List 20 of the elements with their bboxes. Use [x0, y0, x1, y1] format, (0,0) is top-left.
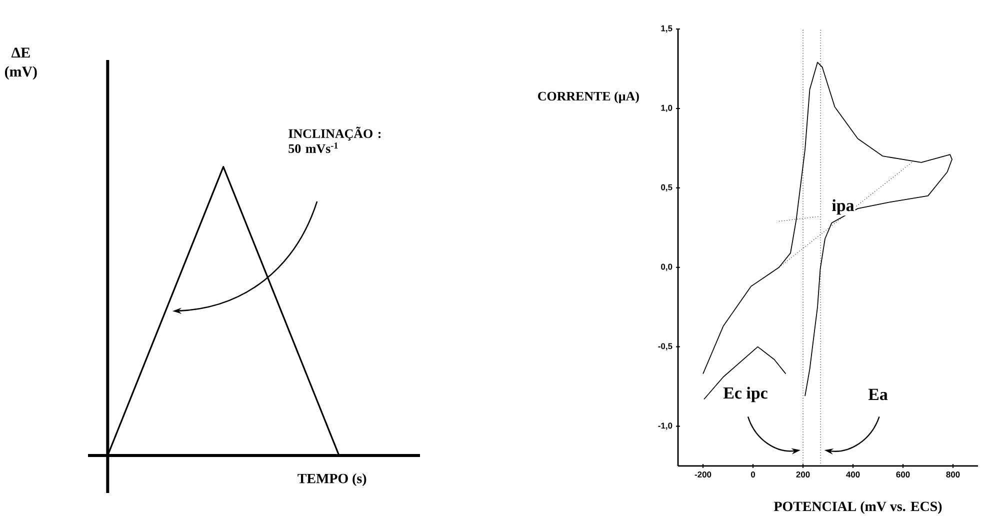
x-tick-label: -200	[694, 472, 712, 478]
text: INCLINAÇÃO : 50 mVs$^{-1}$	[288, 126, 381, 154]
y-tick-label: 1,5	[661, 25, 672, 33]
x-tick-label: 400	[846, 472, 860, 478]
y-tick-label: -0,5	[658, 343, 672, 350]
x-tick-label: 200	[796, 472, 810, 478]
ref-line-label: Ea	[868, 388, 888, 400]
ref-line-label: Ec ipc	[723, 386, 768, 402]
y-axis-title: ΔE (mV)	[4, 48, 37, 80]
annotation: ipa	[832, 199, 854, 215]
y-tick-label: -1,0	[658, 422, 672, 430]
x-axis-title: TEMPO (s)	[298, 473, 366, 486]
x-axis-title: POTENCIAL (mV vs. ECS)	[774, 501, 942, 514]
y-tick-label: 0,5	[661, 184, 672, 192]
x-tick-label: 800	[946, 472, 960, 478]
y-axis-title: CORRENTE (µA)	[538, 91, 639, 104]
x-tick-label: 600	[896, 472, 910, 478]
y-tick-label: 0,0	[661, 264, 672, 271]
y-tick-label: 1,0	[661, 104, 672, 112]
x-tick-label: 0	[750, 472, 756, 478]
